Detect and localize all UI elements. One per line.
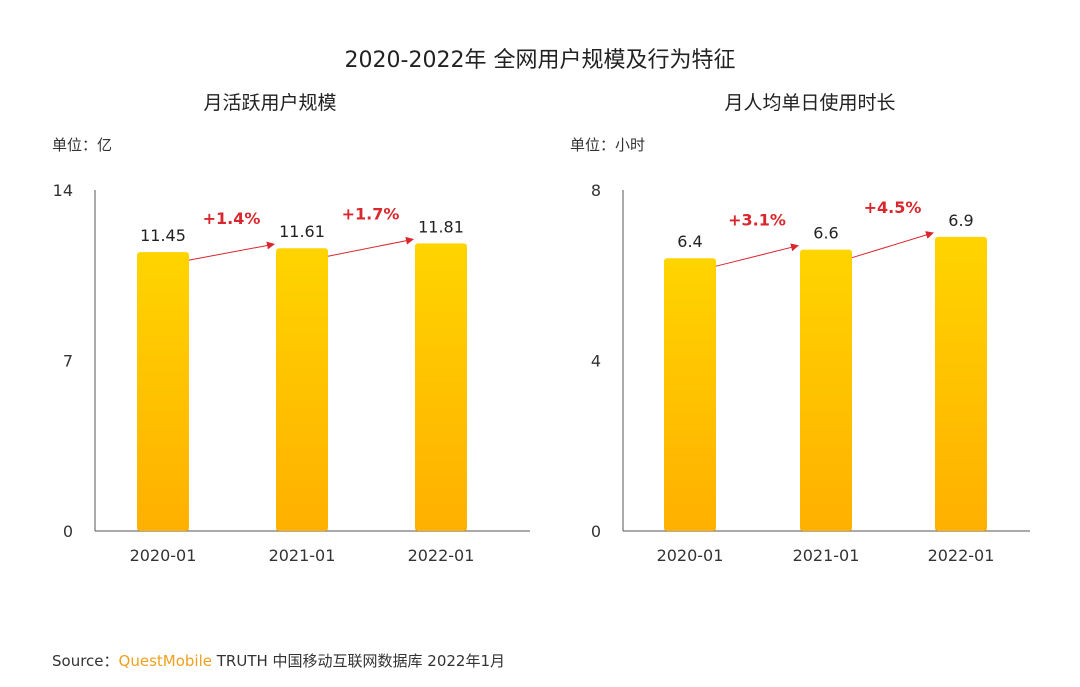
- chart-2-growth-arrow: [715, 243, 799, 267]
- chart-1-growth-arrow: [327, 236, 414, 257]
- source-prefix: Source：: [52, 652, 119, 670]
- chart-1-y-tick-label: 0: [63, 522, 73, 541]
- source-brand: QuestMobile: [118, 652, 212, 670]
- chart-2-growth-label: +3.1%: [728, 211, 786, 230]
- chart-2-x-tick-label: 2021-01: [793, 546, 860, 565]
- chart-1-x-tick-label: 2022-01: [408, 546, 475, 565]
- chart-1-y-tick-label: 14: [53, 181, 73, 200]
- chart-1-value-label: 11.61: [279, 222, 325, 241]
- chart-2-bar: [800, 249, 852, 532]
- chart-2-title: 月人均单日使用时长: [724, 92, 896, 114]
- chart-2-x-tick-label: 2022-01: [928, 546, 995, 565]
- chart-2-bar: [935, 236, 987, 531]
- chart-1-growth-arrow: [188, 241, 275, 261]
- page-title: 2020-2022年 全网用户规模及行为特征: [344, 48, 736, 73]
- chart-2-bar: [664, 258, 716, 531]
- chart-1-y-tick-label: 7: [63, 352, 73, 371]
- source-note: Source：QuestMobile TRUTH 中国移动互联网数据库 2022…: [52, 650, 505, 671]
- chart-2-value-label: 6.4: [677, 232, 702, 251]
- chart-1-value-label: 11.81: [418, 217, 464, 236]
- source-rest: TRUTH 中国移动互联网数据库 2022年1月: [211, 652, 506, 670]
- chart-2-y-tick-label: 0: [591, 522, 601, 541]
- chart-1-growth-label: +1.4%: [203, 209, 261, 228]
- chart-1-x-tick-label: 2020-01: [130, 546, 197, 565]
- chart-1-bar: [276, 248, 328, 532]
- chart-2-y-tick-label: 8: [591, 181, 601, 200]
- chart-2-growth-label: +4.5%: [864, 198, 922, 217]
- chart-2-growth-arrow: [851, 231, 934, 259]
- chart-2-value-label: 6.9: [948, 211, 973, 230]
- chart-2-y-tick-label: 4: [591, 352, 601, 371]
- chart-1-title: 月活跃用户规模: [203, 92, 337, 114]
- chart-2-x-tick-label: 2020-01: [657, 546, 724, 565]
- chart-1-bar: [137, 252, 189, 531]
- chart-1-growth-label: +1.7%: [342, 204, 400, 223]
- chart-1-x-tick-label: 2021-01: [269, 546, 336, 565]
- chart-1-unit-label: 单位：亿: [52, 136, 113, 154]
- chart-2-unit-label: 单位：小时: [570, 136, 646, 154]
- chart-1-value-label: 11.45: [140, 226, 186, 245]
- chart-1-bar: [415, 243, 467, 531]
- chart-2-value-label: 6.6: [813, 224, 838, 243]
